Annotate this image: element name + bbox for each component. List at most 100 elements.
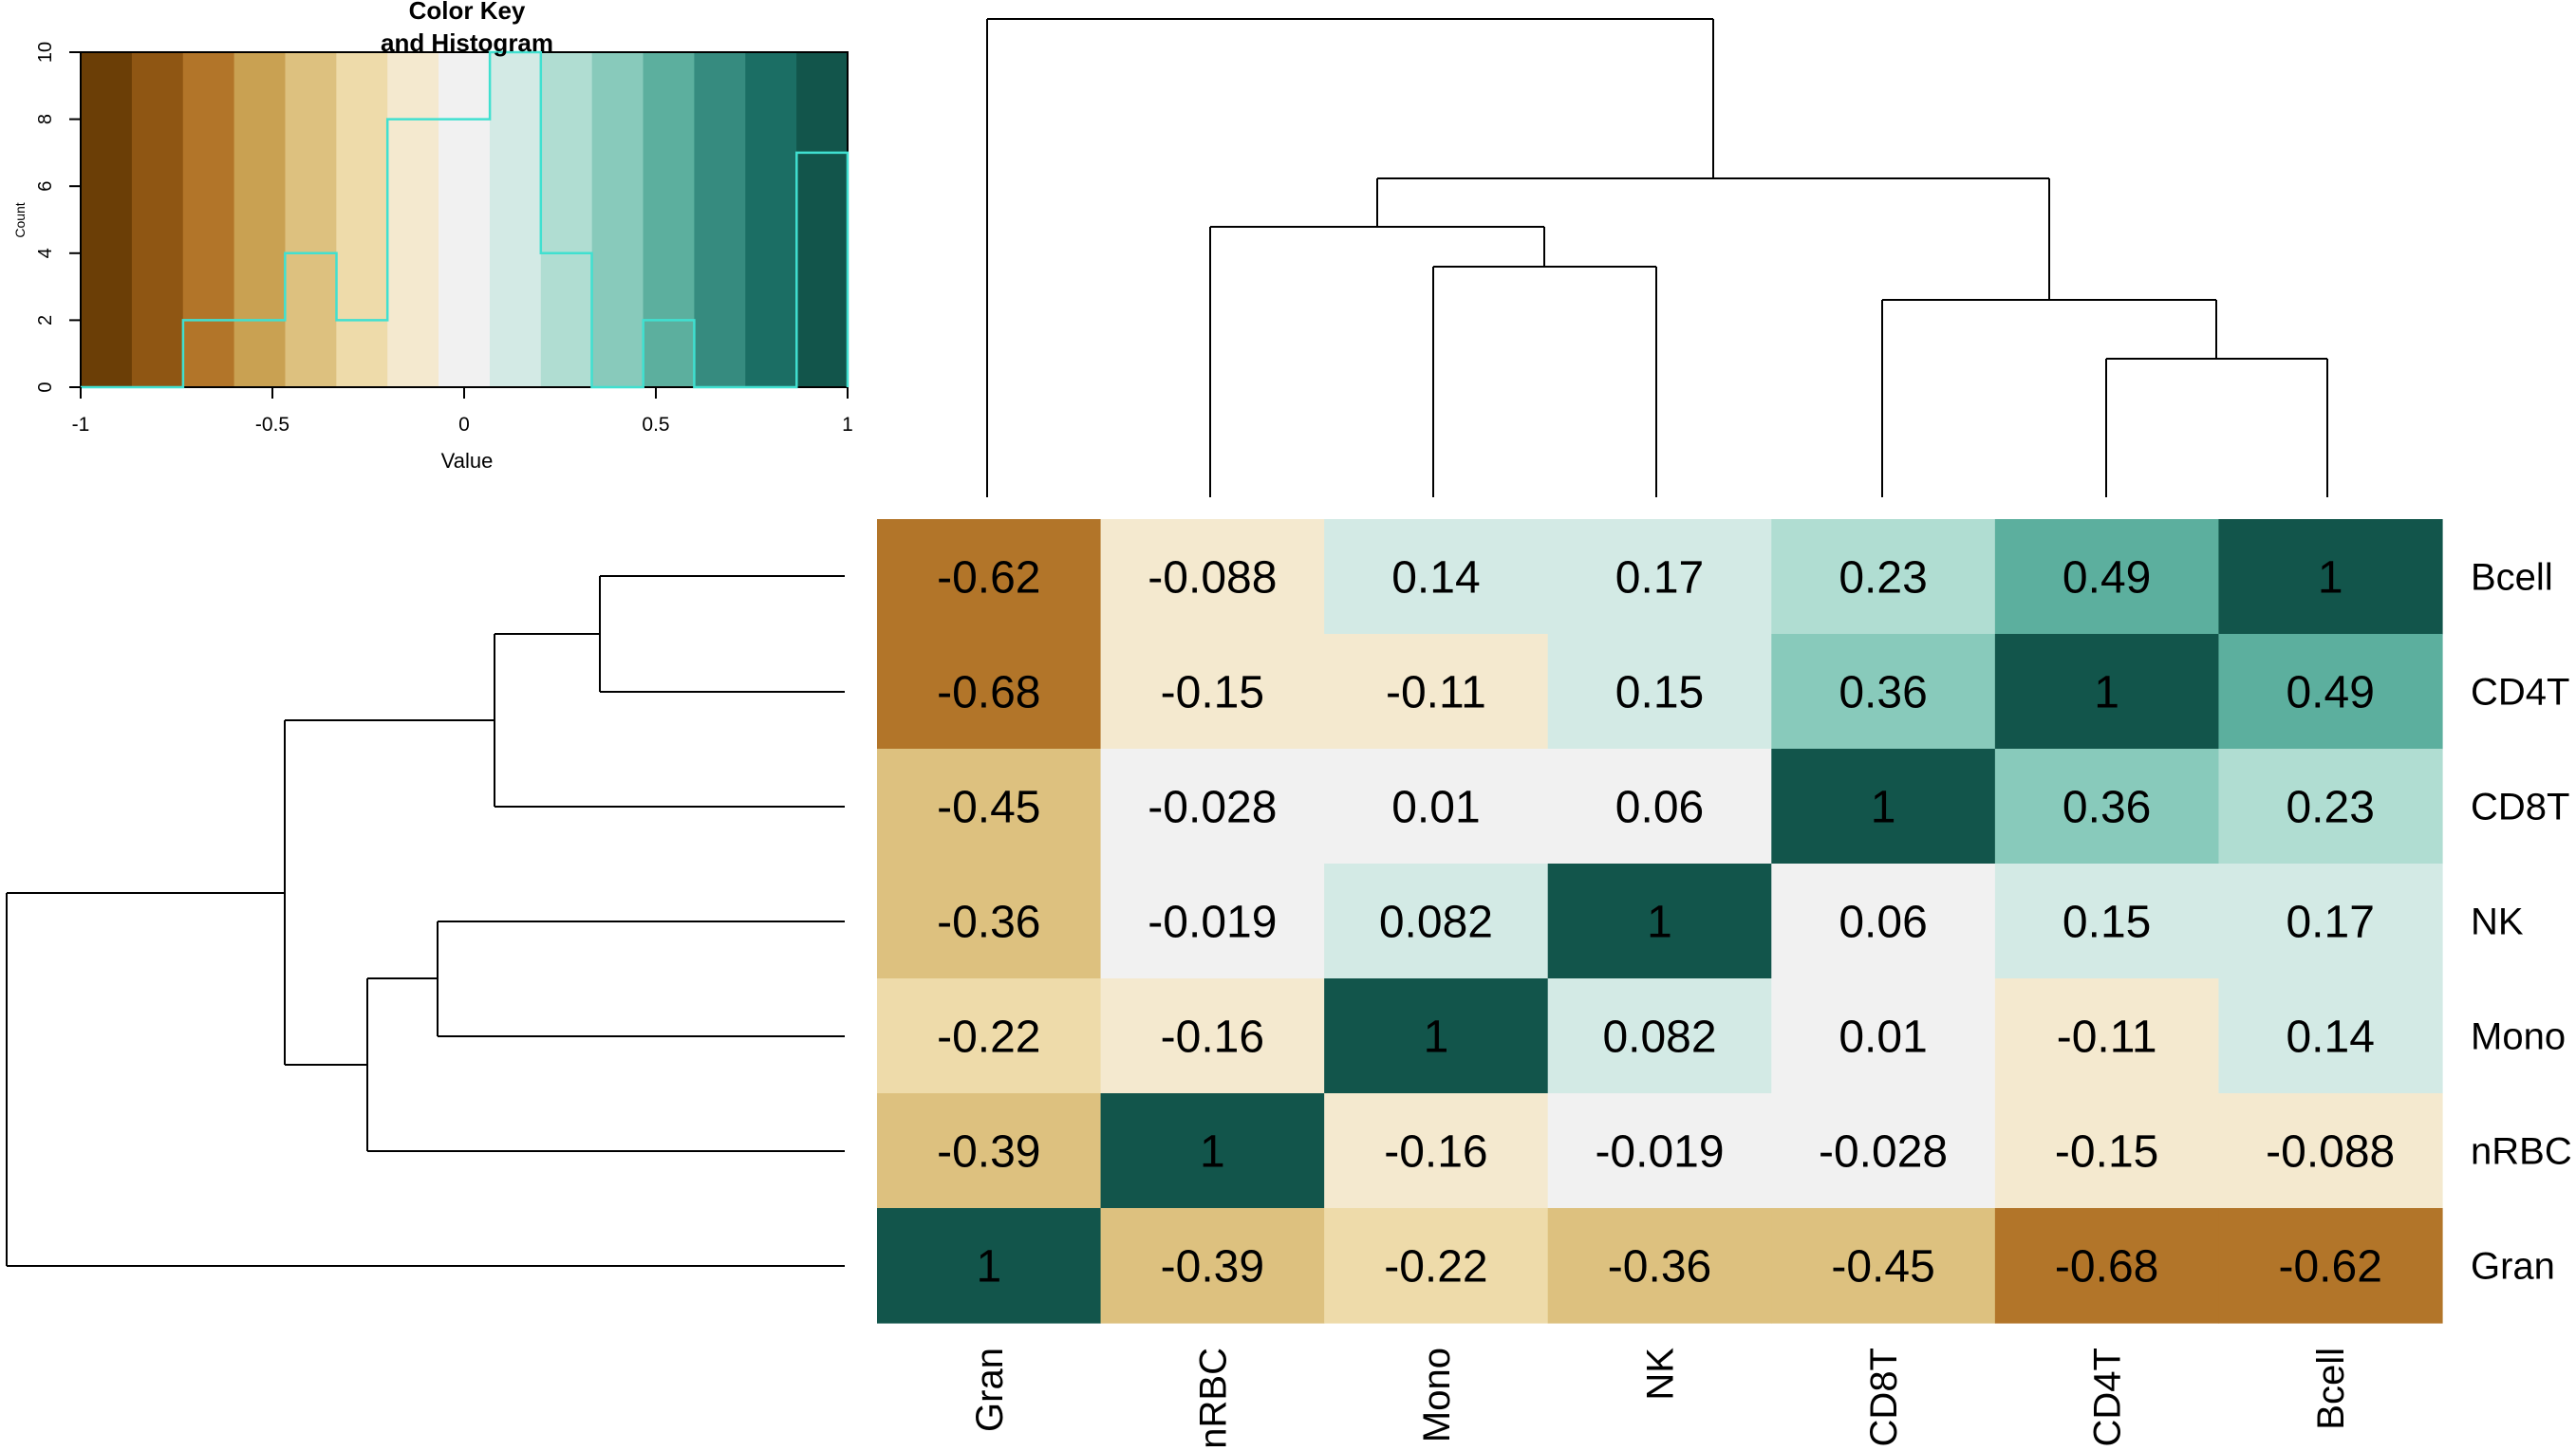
heatmap-cell [1547, 519, 1772, 635]
heatmap-cell [1771, 1093, 1996, 1209]
heatmap-cell [1547, 978, 1772, 1094]
heatmap-cell [1100, 1208, 1325, 1324]
cell-value-label: -0.62 [2279, 1242, 2382, 1293]
x-tick-label: 1 [842, 414, 853, 436]
color-key-band [336, 52, 388, 387]
heatmap-cell [1100, 519, 1325, 635]
heatmap-cell [877, 634, 1102, 750]
y-tick-label: 2 [35, 315, 56, 326]
heatmap-cell [877, 1208, 1102, 1324]
row-label: CD8T [2471, 787, 2569, 828]
row-label: Mono [2471, 1016, 2566, 1058]
heatmap-cell [2218, 749, 2443, 865]
cell-value-label: -0.11 [1386, 668, 1486, 718]
cell-value-label: 0.01 [1839, 1013, 1927, 1063]
heatmap-cell [1771, 864, 1996, 979]
heatmap-cell [1547, 634, 1772, 750]
heatmap-cell [1771, 749, 1996, 865]
cell-value-label: -0.36 [937, 898, 1040, 948]
color-key-band [439, 52, 491, 387]
column-label: NK [1640, 1348, 1682, 1401]
heatmap-cell [1324, 519, 1549, 635]
heatmap-cell [1771, 978, 1996, 1094]
color-key-band [182, 52, 235, 387]
heatmap-cell [1547, 749, 1772, 865]
heatmap-cells: -0.62 -0.088 0.14 0.17 0.23 0.49 1 -0.68 -0.15 -0… [877, 519, 2443, 1324]
column-label: CD4T [2087, 1348, 2129, 1446]
cell-value-label: 0.15 [1615, 668, 1704, 718]
heatmap-cell [1994, 1093, 2220, 1209]
heatmap-cell [2218, 1208, 2443, 1324]
row-label: Bcell [2471, 557, 2553, 599]
y-tick-label: 6 [35, 181, 56, 192]
heatmap-cell [1547, 864, 1772, 979]
color-key-band [540, 52, 593, 387]
color-key-band [489, 52, 542, 387]
row-label: CD4T [2471, 672, 2569, 714]
cell-value-label: 0.082 [1379, 898, 1493, 948]
column-label: nRBC [1192, 1348, 1234, 1449]
column-labels: Gran nRBC Mono NK CD8T CD4T Bcell [969, 1348, 2352, 1449]
cell-value-label: -0.088 [2266, 1127, 2395, 1178]
color-key-band [745, 52, 797, 387]
cell-value-label: -0.22 [1384, 1242, 1487, 1293]
heatmap-cell [2218, 978, 2443, 1094]
cell-value-label: 0.36 [2063, 783, 2151, 833]
cell-value-label: -0.11 [2057, 1013, 2157, 1063]
cell-value-label: 0.082 [1602, 1013, 1716, 1063]
cell-value-label: -0.36 [1608, 1242, 1711, 1293]
cell-value-label: -0.019 [1595, 1127, 1724, 1178]
column-label: Mono [1416, 1348, 1458, 1442]
column-label: Bcell [2310, 1348, 2352, 1430]
cell-value-label: 0.06 [1839, 898, 1927, 948]
cell-value-label: 0.14 [2286, 1013, 2374, 1063]
cell-value-label: -0.22 [937, 1013, 1040, 1063]
cell-value-label: 0.49 [2063, 553, 2151, 604]
heatmap-cell [877, 1093, 1102, 1209]
cell-value-label: 0.23 [2286, 783, 2374, 833]
heatmap-cell [1994, 749, 2220, 865]
y-tick-label: 0 [35, 381, 56, 392]
cell-value-label: -0.39 [937, 1127, 1040, 1178]
color-key-band [131, 52, 184, 387]
heatmap-cell [2218, 519, 2443, 635]
cell-value-label: -0.15 [2055, 1127, 2158, 1178]
heatmap-cell [1324, 978, 1549, 1094]
heatmap-cell [1994, 1208, 2220, 1324]
column-label: CD8T [1863, 1348, 1905, 1446]
color-key-title-line-1: Color Key [409, 0, 526, 25]
x-tick-label: 0 [458, 414, 470, 436]
heatmap-cell [1547, 1093, 1772, 1209]
heatmap-cell [1994, 519, 2220, 635]
heatmap-cell [1100, 978, 1325, 1094]
cell-value-label: -0.16 [1161, 1013, 1264, 1063]
cell-value-label: 1 [1424, 1013, 1449, 1063]
cell-value-label: -0.088 [1148, 553, 1277, 604]
cell-value-label: 1 [1647, 898, 1672, 948]
cell-value-label: -0.62 [937, 553, 1040, 604]
heatmap-cell [877, 519, 1102, 635]
row-label: NK [2471, 902, 2524, 943]
row-labels: Bcell CD4T CD8T NK Mono nRBC Gran [2471, 557, 2572, 1288]
heatmap-cell [1100, 1093, 1325, 1209]
color-key-y-label: Count [12, 202, 28, 237]
cell-value-label: -0.019 [1148, 898, 1277, 948]
cell-value-label: 0.36 [1839, 668, 1927, 718]
cell-value-label: 1 [1871, 783, 1896, 833]
color-key-band [81, 52, 133, 387]
column-label: Gran [969, 1348, 1011, 1432]
row-label: nRBC [2471, 1131, 2572, 1173]
color-key-x-label: Value [441, 449, 494, 473]
cell-value-label: 0.06 [1615, 783, 1704, 833]
cell-value-label: -0.028 [1148, 783, 1277, 833]
cell-value-label: -0.39 [1161, 1242, 1264, 1293]
heatmap-cell [1994, 864, 2220, 979]
x-tick-label: -1 [72, 414, 90, 436]
heatmap-cell [1771, 519, 1996, 635]
color-key-title-line-2: and Histogram [381, 28, 553, 57]
heatmap-cell [1324, 1093, 1549, 1209]
heatmap-cell [1547, 1208, 1772, 1324]
x-tick-label: 0.5 [642, 414, 669, 436]
cell-value-label: 0.15 [2063, 898, 2151, 948]
